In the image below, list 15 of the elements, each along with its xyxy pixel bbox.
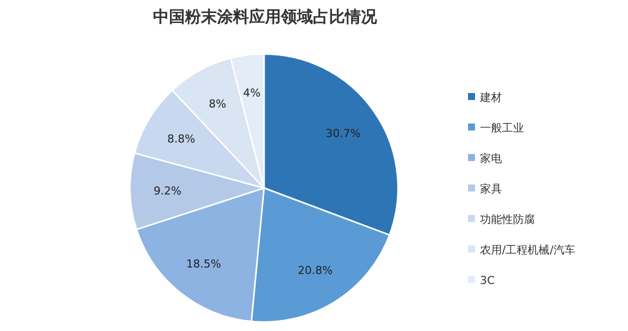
legend-label: 建材 [479,91,502,104]
legend-label: 农用/工程机械/汽车 [480,244,576,256]
data-label: 8.8% [167,132,196,146]
legend-label: 3C [480,274,495,287]
data-label: 20.8% [298,264,333,277]
data-label: 30.7% [326,127,361,140]
data-label: 9.2% [154,184,182,198]
legend-label: 功能性防腐 [480,213,535,226]
legend-label: 一般工业 [480,122,524,134]
data-label: 4% [243,86,261,100]
data-label: 8% [208,97,226,110]
legend-label: 家电 [480,152,502,165]
legend-label: 家具 [480,182,502,196]
data-label: 18.5% [186,257,222,270]
chart-title: 中国粉末涂料应用领域占比情况 [153,7,378,26]
